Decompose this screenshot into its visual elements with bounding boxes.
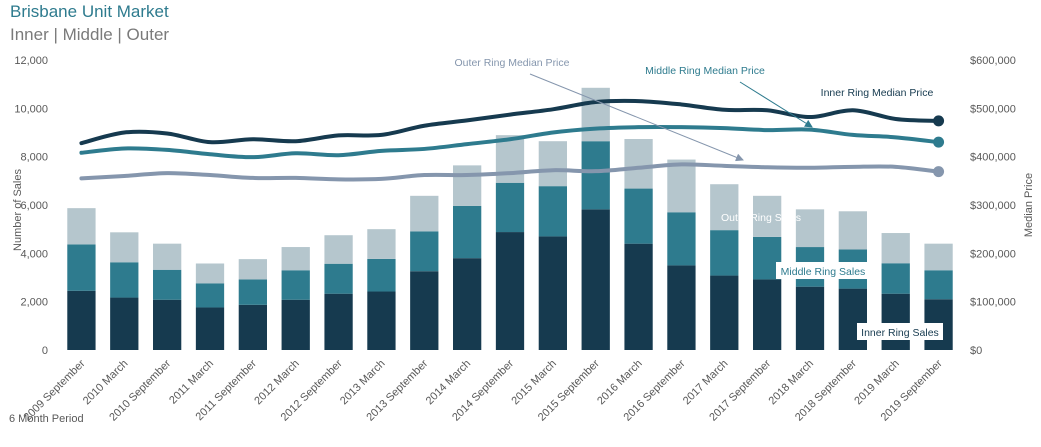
outer-price-arrow: [529, 73, 744, 162]
middle-sales-label: Middle Ring Sales: [781, 266, 866, 278]
lines-layer: [79, 98, 945, 182]
bar-inner-10: [495, 232, 525, 350]
bar-outer-20: [924, 243, 953, 271]
y2-tick-label: $400,000: [970, 152, 1016, 164]
bar-outer-2: [153, 243, 182, 270]
bar-middle-19: [881, 263, 910, 294]
bar-inner-17: [795, 286, 825, 350]
bar-inner-3: [195, 307, 225, 350]
inner-sales-label: Inner Ring Sales: [861, 327, 939, 339]
y-tick-label: 6,000: [20, 200, 48, 212]
line-end-marker-inner_price: [933, 115, 945, 127]
bar-outer-12: [581, 87, 610, 142]
bar-middle-0: [67, 244, 96, 291]
middle-sales-label-bg: [776, 262, 870, 279]
bar-outer-15: [710, 184, 739, 231]
y2-tick-label: $0: [970, 345, 982, 357]
y2-tick-label: $100,000: [970, 297, 1016, 309]
bar-inner-14: [667, 265, 696, 350]
bar-middle-12: [581, 141, 610, 210]
bar-middle-1: [110, 262, 139, 298]
y-tick-label: 10,000: [14, 103, 48, 115]
bar-middle-8: [410, 231, 439, 272]
bar-outer-8: [410, 195, 439, 232]
x-axis-footnote: 6 Month Period: [9, 413, 84, 425]
bar-outer-7: [367, 229, 396, 259]
bar-inner-4: [238, 304, 267, 350]
line-end-marker-outer_price: [933, 166, 945, 178]
bar-middle-3: [195, 283, 225, 308]
bar-inner-19: [881, 293, 910, 350]
y2-tick-label: $200,000: [970, 248, 1016, 260]
chart-title: Brisbane Unit Market: [10, 2, 169, 21]
outer-sales-label: Outer Ring Sales: [721, 212, 801, 224]
bar-inner-9: [453, 258, 482, 350]
bar-outer-4: [238, 259, 267, 280]
bar-middle-5: [281, 270, 310, 300]
bar-inner-13: [624, 243, 653, 350]
annotation-layer: Outer Ring Median Price Middle Ring Media…: [455, 57, 943, 340]
y-axis-title: Number of Sales: [12, 169, 24, 251]
bar-middle-13: [624, 188, 653, 244]
bar-middle-6: [324, 263, 353, 294]
bar-middle-9: [453, 205, 482, 259]
bar-inner-5: [281, 299, 310, 350]
middle-price-label: Middle Ring Median Price: [645, 65, 765, 77]
outer-price-label: Outer Ring Median Price: [455, 57, 570, 69]
bar-middle-2: [153, 269, 182, 300]
chart-subtitle: Inner | Middle | Outer: [10, 25, 170, 44]
y-tick-label: 2,000: [20, 297, 48, 309]
bar-middle-10: [495, 182, 525, 233]
bar-outer-6: [324, 235, 353, 264]
bar-outer-13: [624, 139, 653, 189]
line-middle_price: [79, 125, 941, 160]
bar-inner-6: [324, 293, 353, 350]
bar-inner-7: [367, 291, 396, 350]
bar-outer-11: [538, 141, 567, 187]
bar-middle-14: [667, 212, 696, 266]
bar-outer-17: [795, 209, 825, 248]
bar-inner-0: [67, 290, 96, 350]
y2-axis-title: Median Price: [1023, 173, 1035, 237]
bar-outer-18: [838, 211, 867, 250]
bar-middle-7: [367, 258, 396, 292]
y-tick-label: 0: [42, 345, 48, 357]
bar-inner-12: [581, 209, 610, 350]
bar-middle-15: [710, 230, 739, 276]
inner-sales-label-bg: [857, 323, 943, 340]
middle-price-arrow: [739, 81, 813, 128]
bar-inner-1: [110, 297, 139, 350]
line-end-marker-middle_price: [933, 136, 945, 148]
line-inner_price: [79, 98, 941, 146]
bar-inner-18: [838, 288, 867, 350]
bar-middle-20: [924, 270, 953, 300]
y-tick-label: 12,000: [14, 55, 48, 67]
line-outer_price: [79, 162, 941, 182]
bar-outer-9: [453, 165, 482, 206]
bar-inner-15: [710, 275, 739, 350]
x-tick-label: 2009 September: [22, 357, 88, 423]
bar-inner-11: [538, 236, 567, 350]
bar-outer-3: [195, 263, 225, 284]
bar-outer-14: [667, 159, 696, 213]
y2-tick-label: $600,000: [970, 55, 1016, 67]
y2-tick-label: $500,000: [970, 103, 1016, 115]
bar-inner-2: [153, 299, 182, 350]
y2-tick-label: $300,000: [970, 200, 1016, 212]
inner-price-label: Inner Ring Median Price: [821, 87, 934, 99]
bar-outer-1: [110, 232, 139, 263]
bar-inner-8: [410, 271, 439, 350]
bar-outer-19: [881, 233, 910, 264]
bar-outer-5: [281, 247, 310, 271]
bar-outer-16: [753, 195, 782, 237]
bar-inner-16: [753, 279, 782, 350]
bars-layer: [67, 87, 953, 350]
y-tick-label: 8,000: [20, 152, 48, 164]
bar-outer-0: [67, 208, 96, 245]
bar-middle-4: [238, 279, 267, 305]
bar-middle-11: [538, 186, 567, 237]
y-tick-label: 4,000: [20, 248, 48, 260]
